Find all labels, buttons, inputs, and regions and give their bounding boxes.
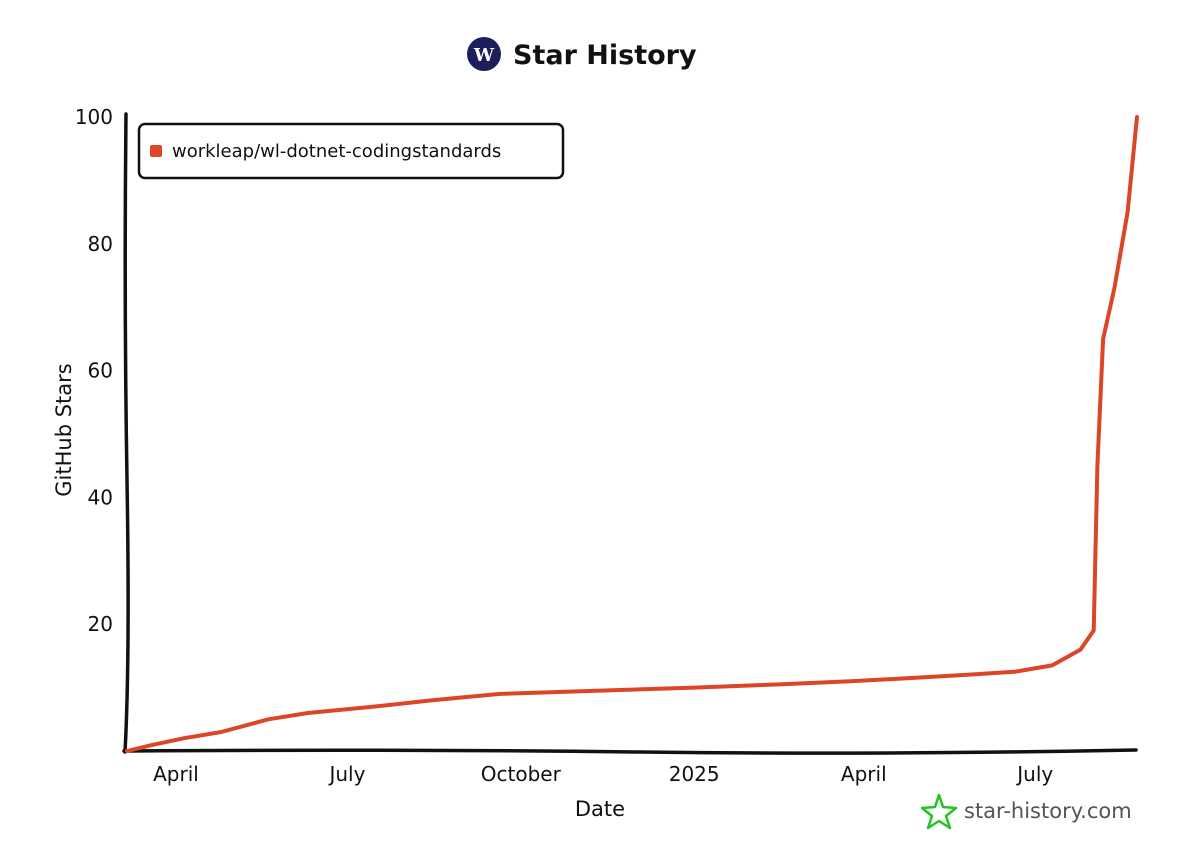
watermark-text: star-history.com	[964, 799, 1132, 823]
star-icon	[920, 793, 958, 830]
y-tick-label: 100	[75, 105, 113, 129]
x-tick-label: April	[841, 762, 887, 786]
x-tick-label: October	[481, 762, 562, 786]
chart-title: Star History	[513, 40, 697, 71]
y-tick-label: 80	[88, 232, 113, 256]
x-axis-ticks: April July October 2025 April July	[153, 762, 1053, 786]
y-axis-line	[123, 112, 130, 754]
repo-logo-glyph: W	[473, 45, 495, 66]
legend-box	[137, 122, 565, 180]
y-tick-label: 60	[88, 359, 113, 383]
y-tick-label: 40	[88, 485, 113, 509]
x-tick-label: July	[1015, 762, 1053, 786]
x-tick-label: 2025	[669, 762, 720, 786]
repo-logo-icon	[467, 37, 501, 71]
legend: workleap/wl-dotnet-codingstandards	[137, 122, 565, 180]
series-line-0	[125, 115, 1139, 753]
y-tick-label: 20	[88, 612, 113, 636]
legend-label: workleap/wl-dotnet-codingstandards	[172, 141, 501, 162]
watermark: star-history.com	[920, 793, 1132, 830]
legend-swatch	[150, 145, 162, 157]
y-axis-title: GitHub Stars	[52, 363, 76, 496]
x-axis-title: Date	[575, 797, 625, 821]
chart-title-group: W Star History	[467, 37, 697, 71]
x-axis-line	[122, 748, 1138, 755]
series-group	[125, 115, 1139, 753]
y-axis-ticks: 20 40 60 80 100	[75, 105, 113, 636]
x-tick-label: July	[327, 762, 365, 786]
x-tick-label: April	[153, 762, 199, 786]
